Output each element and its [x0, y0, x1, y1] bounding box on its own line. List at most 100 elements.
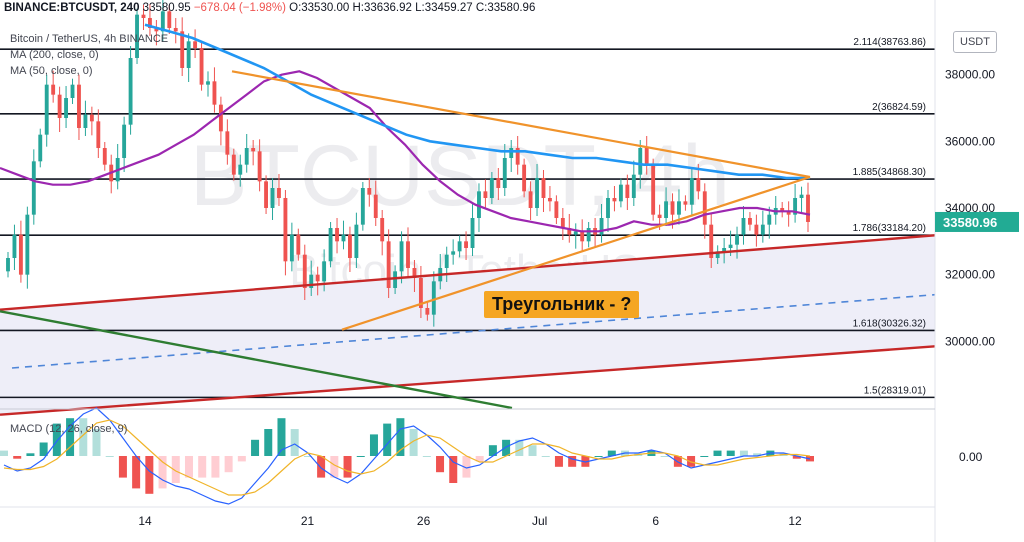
macd-histogram-bar — [528, 445, 537, 456]
candle — [212, 81, 217, 105]
ma50-line — [0, 70, 811, 233]
candle — [638, 148, 643, 175]
channel-mid-line — [11, 293, 936, 369]
macd-histogram-bar — [92, 429, 101, 456]
header-last: 33580.95 — [142, 2, 191, 14]
candle — [244, 148, 249, 165]
macd-histogram-bar — [251, 439, 260, 456]
candle — [599, 218, 604, 235]
macd-zero-label: 0.00 — [959, 450, 983, 464]
candle — [399, 241, 404, 272]
header-low: L:33459.27 — [415, 2, 473, 14]
candle — [418, 278, 423, 308]
candle — [586, 228, 591, 242]
symbol-header: BINANCE:BTCUSDT, 240 33580.95 −678.04 (−… — [4, 2, 535, 14]
candle — [173, 28, 178, 32]
channel-lower-line — [0, 345, 936, 416]
candle — [709, 224, 714, 258]
candle — [748, 218, 752, 225]
macd-histogram-bar — [184, 456, 193, 478]
candle — [580, 231, 585, 242]
macd-histogram-bar — [237, 456, 246, 462]
header-open: O:33530.00 — [289, 2, 350, 14]
fib-label: 1.5(28319.01) — [864, 385, 926, 396]
macd-histogram-bar — [79, 418, 88, 456]
date-tick: Jul — [532, 514, 547, 528]
candle — [722, 248, 727, 252]
candle — [57, 94, 62, 118]
candle — [25, 214, 30, 275]
legend-ma50[interactable]: MA (50, close, 0) — [10, 65, 93, 77]
candle — [135, 14, 139, 58]
macd-histogram-bar — [541, 456, 550, 457]
macd-histogram-bar — [277, 418, 286, 456]
candle — [728, 244, 733, 248]
macd-histogram-bar — [171, 456, 180, 483]
macd-histogram-bar — [515, 439, 524, 456]
macd-histogram-bar — [369, 434, 378, 456]
candle — [657, 214, 662, 218]
candle — [360, 188, 365, 225]
candle — [625, 184, 630, 198]
candle — [380, 218, 385, 242]
price-tick: 30000.00 — [945, 334, 995, 348]
candle — [741, 218, 746, 235]
green-trendline — [0, 310, 513, 410]
macd-histogram-bar — [198, 456, 207, 478]
candle — [470, 218, 475, 248]
macd-histogram-bar — [13, 456, 22, 459]
candle — [548, 198, 552, 202]
candle — [373, 194, 378, 218]
candle — [199, 48, 204, 85]
candle — [31, 161, 36, 215]
macd-histogram-bar — [700, 456, 709, 457]
candle — [96, 121, 101, 148]
legend-ma200[interactable]: MA (200, close, 0) — [10, 49, 99, 61]
candle — [631, 174, 636, 198]
candle — [231, 154, 236, 175]
candle — [322, 261, 327, 282]
candle — [302, 254, 307, 288]
candle — [780, 208, 785, 212]
macd-histogram-bar — [713, 450, 722, 456]
candle — [180, 31, 185, 68]
legend-macd[interactable]: MACD (12, 26, close, 9) — [10, 423, 128, 435]
candle — [464, 241, 468, 248]
macd-signal-line — [3, 419, 811, 496]
candle — [251, 148, 256, 152]
candle — [283, 198, 288, 262]
macd-histogram-bar — [105, 456, 114, 457]
candle — [354, 224, 359, 258]
currency-button[interactable]: USDT — [953, 31, 997, 53]
candle — [683, 201, 688, 205]
candle — [670, 201, 675, 215]
date-tick: 26 — [417, 514, 431, 528]
macd-histogram-bar — [475, 456, 484, 462]
candle — [206, 81, 210, 85]
candle — [277, 188, 281, 198]
drawings[interactable] — [0, 70, 936, 416]
macd-histogram-bar — [145, 456, 154, 494]
candle — [702, 191, 707, 225]
fib-levels: 2.114(38763.86) 2(36824.59) 1.885(34868.30… — [0, 37, 935, 399]
macd-histogram-bar — [449, 456, 458, 483]
fib-label: 1.786(33184.20) — [853, 223, 926, 234]
candle — [425, 308, 430, 315]
candle — [406, 241, 410, 268]
candle — [154, 28, 159, 32]
candle — [689, 178, 694, 205]
macd-histogram-bar — [660, 456, 669, 457]
macd-histogram-bar — [26, 453, 35, 456]
macd-histogram-bar — [158, 456, 167, 489]
macd-histogram-bar — [52, 423, 61, 456]
macd-histogram-bar — [436, 456, 445, 473]
macd-histogram-bar — [330, 456, 339, 478]
date-tick: 21 — [301, 514, 315, 528]
macd-histogram-bar — [264, 429, 273, 456]
candle — [225, 131, 230, 155]
candle — [264, 181, 268, 208]
price-tick: 38000.00 — [945, 68, 995, 82]
candle — [522, 164, 527, 192]
candle — [496, 178, 501, 188]
